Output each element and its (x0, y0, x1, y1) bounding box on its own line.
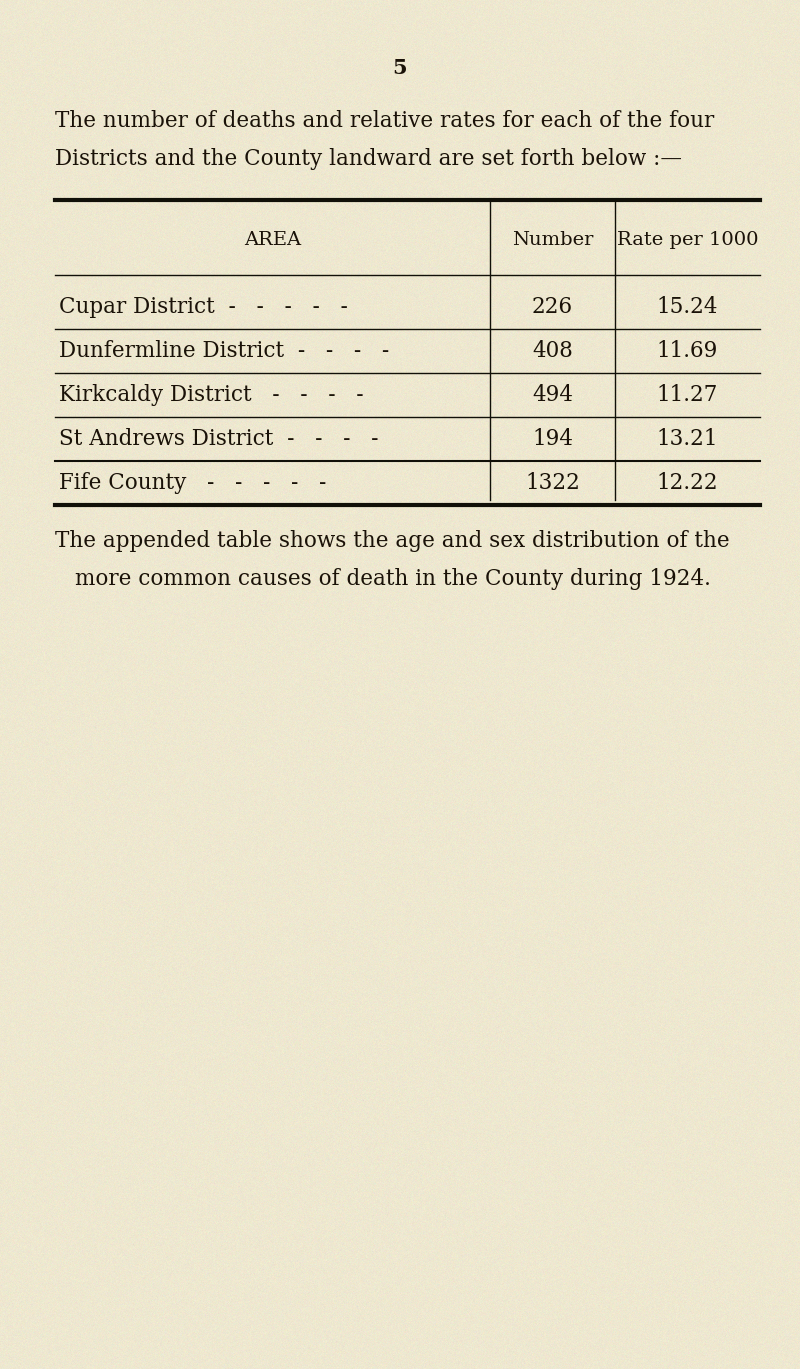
Text: Fife County   -   -   -   -   -: Fife County - - - - - (59, 472, 326, 494)
Text: The number of deaths and relative rates for each of the four: The number of deaths and relative rates … (55, 110, 714, 131)
Text: 11.69: 11.69 (657, 340, 718, 361)
Text: 12.22: 12.22 (657, 472, 718, 494)
Text: St Andrews District  -   -   -   -: St Andrews District - - - - (59, 428, 378, 450)
Text: 11.27: 11.27 (657, 383, 718, 407)
Text: Cupar District  -   -   -   -   -: Cupar District - - - - - (59, 296, 348, 318)
Text: The appended table shows the age and sex distribution of the: The appended table shows the age and sex… (55, 530, 730, 552)
Text: 226: 226 (532, 296, 573, 318)
Text: AREA: AREA (244, 231, 301, 249)
Text: Number: Number (512, 231, 593, 249)
Text: Rate per 1000: Rate per 1000 (617, 231, 758, 249)
Text: 5: 5 (393, 57, 407, 78)
Text: 494: 494 (532, 383, 573, 407)
Text: 1322: 1322 (525, 472, 580, 494)
Text: 15.24: 15.24 (657, 296, 718, 318)
Text: 408: 408 (532, 340, 573, 361)
Text: more common causes of death in the County during 1924.: more common causes of death in the Count… (75, 568, 711, 590)
Text: Kirkcaldy District   -   -   -   -: Kirkcaldy District - - - - (59, 383, 364, 407)
Text: 13.21: 13.21 (657, 428, 718, 450)
Text: 194: 194 (532, 428, 573, 450)
Text: Districts and the County landward are set forth below :—: Districts and the County landward are se… (55, 148, 682, 170)
Text: Dunfermline District  -   -   -   -: Dunfermline District - - - - (59, 340, 390, 361)
